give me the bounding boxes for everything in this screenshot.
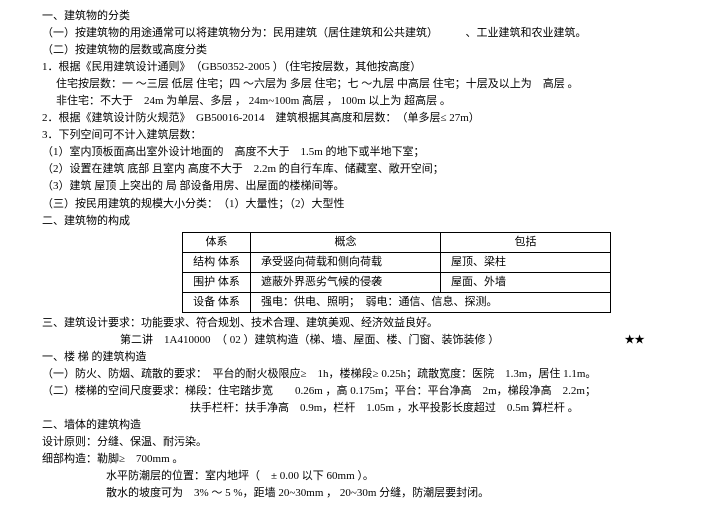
table-cell: 屋顶、梁柱	[441, 252, 611, 272]
table-cell: 结构 体系	[183, 252, 251, 272]
section-heading-1: 一、建筑物的分类	[42, 8, 671, 25]
text-line: 1．根据《民用建筑设计通则》 （GB50352-2005 ）（住宅按层数，其他按…	[42, 59, 671, 76]
stars-icon: ★★	[625, 334, 645, 346]
table-header-cell: 包括	[441, 232, 611, 252]
text-line: 三、建筑设计要求：功能要求、符合规划、技术合理、建筑美观、经济效益良好。	[42, 315, 671, 332]
table-cell: 设备 体系	[183, 292, 251, 312]
section-heading-3: 一、楼 梯 的建筑构造	[42, 349, 671, 366]
text-line: （一）防火、防烟、疏散的要求： 平台的耐火极限应≥ 1h，楼梯段≥ 0.25h；…	[42, 366, 671, 383]
text-line: 散水的坡度可为 3% ～ 5 %，距墙 20~30mm ， 20~30m 分缝，…	[42, 485, 671, 502]
text-line: 细部构造：勒脚≥ 700mm 。	[42, 451, 671, 468]
table-header-cell: 概念	[251, 232, 441, 252]
lecture-title-text: 第二讲 1A410000 （ 02 ）建筑构造（梯、墙、屋面、楼、门窗、装饰装修…	[120, 334, 499, 346]
table-header-row: 体系 概念 包括	[183, 232, 611, 252]
text-line: 2．根据《建筑设计防火规范》 GB50016-2014 建筑根据其高度和层数： …	[42, 110, 671, 127]
text-line: 设计原则：分缝、保温、耐污染。	[42, 434, 671, 451]
text-line: （一）按建筑物的用途通常可以将建筑物分为：民用建筑（居住建筑和公共建筑） 、工业…	[42, 25, 671, 42]
table-cell: 承受竖向荷载和侧向荷载	[251, 252, 441, 272]
table-cell: 强电：供电、照明； 弱电：通信、信息、探测。	[251, 292, 611, 312]
section-heading-4: 二、墙体的建筑构造	[42, 417, 671, 434]
text-line: （二）楼梯的空间尺度要求：梯段：住宅踏步宽 0.26m ，高 0.175m；平台…	[42, 383, 671, 400]
text-line: （二）按建筑物的层数或高度分类	[42, 42, 671, 59]
lecture-title: 第二讲 1A410000 （ 02 ）建筑构造（梯、墙、屋面、楼、门窗、装饰装修…	[42, 332, 671, 349]
text-line: （3）建筑 屋顶 上突出的 局 部设备用房、出屋面的楼梯间等。	[42, 178, 671, 195]
table-cell: 遮蔽外界恶劣气候的侵袭	[251, 272, 441, 292]
table-row: 结构 体系 承受竖向荷载和侧向荷载 屋顶、梁柱	[183, 252, 611, 272]
text-line: 水平防潮层的位置：室内地坪（ ± 0.00 以下 60mm ）。	[42, 468, 671, 485]
composition-table: 体系 概念 包括 结构 体系 承受竖向荷载和侧向荷载 屋顶、梁柱 围护 体系 遮…	[182, 232, 611, 313]
table-header-cell: 体系	[183, 232, 251, 252]
text-line: 扶手栏杆：扶手净高 0.9m，栏杆 1.05m ，水平投影长度超过 0.5m 算…	[42, 400, 671, 417]
text-line: 3．下列空间可不计入建筑层数：	[42, 127, 671, 144]
table-cell: 围护 体系	[183, 272, 251, 292]
text-line: （1）室内顶板面高出室外设计地面的 高度不大于 1.5m 的地下或半地下室；	[42, 144, 671, 161]
section-heading-2: 二、建筑物的构成	[42, 213, 671, 230]
text-line: （三）按民用建筑的规模大小分类： （1）大量性；（2）大型性	[42, 196, 671, 213]
table-row: 设备 体系 强电：供电、照明； 弱电：通信、信息、探测。	[183, 292, 611, 312]
text-line: 住宅按层数：一 ～三层 低层 住宅；四 ～六层为 多层 住宅；七 ～九层 中高层…	[42, 76, 671, 93]
text-line: 非住宅：不大于 24m 为单层、多层 ， 24m~100m 高层 ， 100m …	[42, 93, 671, 110]
table-cell: 屋面、外墙	[441, 272, 611, 292]
table-row: 围护 体系 遮蔽外界恶劣气候的侵袭 屋面、外墙	[183, 272, 611, 292]
text-line: （2）设置在建筑 底部 且室内 高度不大于 2.2m 的自行车库、储藏室、敞开空…	[42, 161, 671, 178]
